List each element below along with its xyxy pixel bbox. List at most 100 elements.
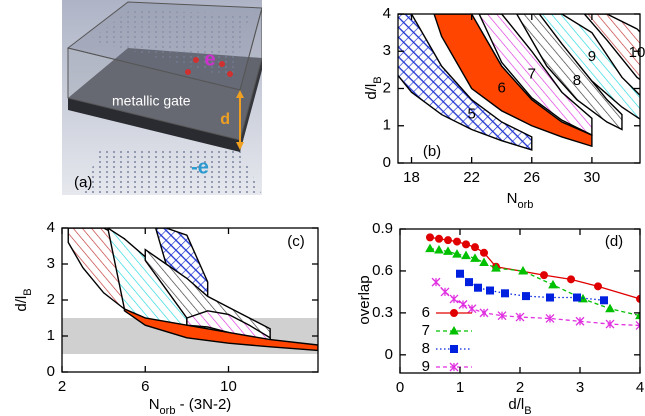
marker: [636, 294, 640, 303]
marker: [467, 304, 477, 314]
band-label: 6: [498, 79, 506, 96]
charge: [227, 71, 233, 77]
marker: [594, 282, 602, 291]
axis-label-part: N: [507, 190, 518, 207]
band-label: 8: [573, 72, 581, 89]
band: [123, 307, 318, 352]
y-tick-label: 3: [47, 255, 55, 272]
axis-label: d/lB: [508, 396, 531, 416]
marker: [426, 233, 434, 242]
marker: [480, 248, 488, 257]
band-label: 10: [629, 44, 645, 61]
marker: [540, 271, 548, 280]
gate-side: [240, 58, 262, 152]
marker: [518, 265, 528, 275]
marker: [635, 321, 640, 330]
plot-area: [398, 14, 640, 151]
marker: [431, 277, 441, 287]
legend-label: 7: [422, 322, 430, 339]
charge: [219, 61, 225, 67]
band: [583, 14, 640, 81]
marker: [461, 250, 471, 260]
band-label: 9: [588, 48, 596, 65]
plot-area: [425, 233, 640, 330]
sample-lattice: [90, 10, 250, 78]
y-tick-label: 1: [47, 327, 55, 344]
axis-label-part: orb: [517, 199, 533, 211]
marker: [546, 293, 554, 302]
marker: [545, 314, 555, 323]
axis-label: overlap: [356, 275, 373, 324]
marker: [522, 292, 530, 301]
marker: [462, 240, 470, 249]
marker: [486, 286, 494, 295]
y-tick-label: 3: [383, 42, 391, 59]
marker: [479, 257, 489, 267]
marker: [474, 283, 482, 292]
y-tick-label: 2: [47, 291, 55, 308]
axis-label-part: N: [149, 396, 160, 413]
x-tick-label: 2: [516, 379, 524, 396]
marker: [425, 243, 435, 253]
marker: [515, 312, 525, 322]
marker: [456, 269, 464, 278]
marker: [452, 249, 462, 258]
marker: [449, 325, 459, 335]
y-tick-label: 0.9: [372, 220, 393, 237]
y-tick-label: 1: [383, 117, 391, 134]
marker: [479, 308, 489, 318]
plot-area: [62, 228, 318, 354]
legend-label: 8: [422, 340, 430, 357]
panel-label: (d): [605, 233, 623, 250]
marker: [501, 289, 509, 298]
marker: [470, 253, 480, 262]
y-tick-label: 2: [383, 79, 391, 96]
series-line: [435, 281, 640, 327]
panel-label: (a): [74, 174, 92, 191]
marker: [443, 246, 453, 255]
y-tick-label: 0.6: [372, 262, 393, 279]
y-tick-label: 0.3: [372, 304, 393, 321]
electron-label: e: [204, 48, 215, 70]
image-lattice: [80, 150, 262, 195]
band: [478, 14, 593, 137]
panel-label: (b): [423, 143, 441, 160]
axis-label-part: d/l: [508, 396, 524, 413]
marker: [453, 237, 461, 246]
y-tick-label: 0: [383, 154, 391, 171]
legend-label: 6: [422, 304, 430, 321]
axis-label: Norb - (3N-2): [149, 396, 232, 416]
x-tick-label: 22: [463, 169, 480, 186]
marker: [434, 244, 444, 254]
marker: [600, 296, 608, 305]
marker: [575, 316, 585, 326]
marker: [573, 293, 581, 302]
x-tick-label: 2: [58, 378, 66, 395]
gate-label: metallic gate: [112, 93, 191, 109]
marker: [450, 345, 458, 353]
y-tick-label: 0: [385, 346, 393, 363]
axis-label: Norb: [507, 190, 534, 211]
image-charge-label: -e: [191, 156, 209, 178]
charge: [185, 69, 191, 75]
x-tick-label: 0: [396, 379, 404, 396]
marker: [465, 278, 473, 287]
marker: [605, 319, 615, 329]
x-tick-label: 4: [636, 379, 644, 396]
panel-label: (c): [287, 233, 305, 250]
d-label: d: [220, 111, 230, 128]
axis-label-part: B: [372, 76, 384, 83]
axis-label-part: d/l: [13, 296, 30, 312]
x-tick-label: 3: [576, 379, 584, 396]
gate-front: [68, 98, 240, 152]
marker: [497, 311, 507, 321]
marker: [471, 243, 479, 252]
band: [398, 14, 533, 151]
axis-label-part: B: [524, 405, 531, 416]
axis-label-part: d/l: [363, 84, 380, 100]
axis-label-part: orb: [160, 405, 176, 416]
marker: [458, 300, 468, 309]
marker: [449, 362, 459, 372]
x-tick-label: 6: [141, 378, 149, 395]
